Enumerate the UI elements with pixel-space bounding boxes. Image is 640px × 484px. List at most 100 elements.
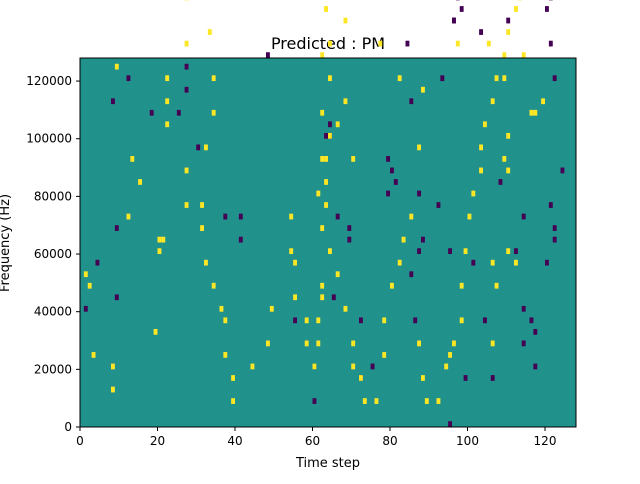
heatmap-cell-low <box>185 87 189 93</box>
heatmap-cell-low <box>371 364 375 370</box>
heatmap-cell-high <box>324 6 328 12</box>
heatmap-cell-high <box>530 110 534 116</box>
heatmap-cell-low <box>336 214 340 220</box>
heatmap-cell-high <box>313 364 317 370</box>
heatmap-cell-high <box>421 87 425 93</box>
heatmap-cell-high <box>382 317 386 323</box>
heatmap-cell-high <box>514 260 518 266</box>
heatmap-background <box>80 58 576 427</box>
heatmap-cell-low <box>464 375 468 381</box>
heatmap-cell-high <box>491 260 495 266</box>
heatmap-cell-high <box>185 41 189 47</box>
heatmap-cell-high <box>479 168 483 174</box>
heatmap-cell-high <box>328 248 332 254</box>
heatmap-cell-high <box>293 260 297 266</box>
heatmap-cell-high <box>448 352 452 358</box>
heatmap-cell-high <box>320 156 324 162</box>
heatmap-cell-high <box>506 248 510 254</box>
y-axis-label: Frequency (Hz) <box>0 194 13 292</box>
heatmap-cell-high <box>421 375 425 381</box>
heatmap-cell-low <box>239 237 243 243</box>
heatmap-cell-low <box>266 52 270 58</box>
x-tick-label: 100 <box>456 434 479 448</box>
heatmap-cell-high <box>138 179 142 185</box>
heatmap-cell-high <box>336 121 340 127</box>
heatmap-cell-high <box>522 52 526 58</box>
heatmap-cell-low <box>196 144 200 150</box>
heatmap-cell-high <box>336 271 340 277</box>
heatmap-cell-low <box>406 41 410 47</box>
heatmap-cell-low <box>545 6 549 12</box>
x-axis-label: Time step <box>295 456 360 471</box>
heatmap-cell-low <box>390 168 394 174</box>
heatmap-cell-high <box>328 133 332 139</box>
heatmap-cell-high <box>409 214 413 220</box>
heatmap-cell-high <box>344 98 348 104</box>
heatmap-cell-high <box>444 364 448 370</box>
heatmap-cell-high <box>483 121 487 127</box>
heatmap-cell-high <box>127 214 131 220</box>
heatmap-cell-high <box>460 283 464 289</box>
heatmap-cell-high <box>359 375 363 381</box>
heatmap-cell-low <box>533 364 537 370</box>
heatmap-cell-low <box>394 179 398 185</box>
heatmap-cell-low <box>313 398 317 404</box>
heatmap-cell-low <box>421 237 425 243</box>
heatmap-cell-high <box>84 271 88 277</box>
heatmap-cell-high <box>378 41 382 47</box>
heatmap-cell-high <box>328 75 332 81</box>
heatmap-cell-high <box>456 41 460 47</box>
heatmap-cell-high <box>351 156 355 162</box>
heatmap-cell-high <box>344 18 348 24</box>
heatmap-cell-high <box>495 283 499 289</box>
heatmap-cell-high <box>390 283 394 289</box>
heatmap-cell-high <box>324 156 328 162</box>
heatmap-cell-high <box>212 110 216 116</box>
heatmap-cell-low <box>499 179 503 185</box>
heatmap-cell-low <box>553 237 557 243</box>
heatmap-cell-high <box>464 248 468 254</box>
y-tick-label: 60000 <box>34 247 72 261</box>
heatmap-cell-low <box>514 248 518 254</box>
heatmap-cell-high <box>111 364 115 370</box>
heatmap-cell-low <box>522 341 526 347</box>
heatmap-cell-low <box>127 75 131 81</box>
heatmap-cell-high <box>158 248 162 254</box>
heatmap-cell-low <box>347 225 351 231</box>
heatmap-cell-high <box>165 98 169 104</box>
heatmap-cell-high <box>212 283 216 289</box>
heatmap-cell-high <box>204 144 208 150</box>
heatmap-cell-low <box>115 294 119 300</box>
heatmap-cell-high <box>460 317 464 323</box>
heatmap-cell-high <box>417 341 421 347</box>
heatmap-cell-low <box>553 75 557 81</box>
heatmap-cell-high <box>320 294 324 300</box>
heatmap-cell-high <box>316 317 320 323</box>
heatmap-cell-low <box>479 29 483 35</box>
heatmap-cell-low <box>84 306 88 312</box>
heatmap-cell-high <box>185 168 189 174</box>
heatmap-cell-high <box>502 156 506 162</box>
heatmap-cell-low <box>185 64 189 70</box>
heatmap-cell-high <box>491 341 495 347</box>
heatmap-cell-high <box>293 294 297 300</box>
heatmap-cell-low <box>545 260 549 266</box>
heatmap-cell-high <box>495 75 499 81</box>
heatmap-cell-high <box>305 317 309 323</box>
heatmap-cell-high <box>231 398 235 404</box>
heatmap-cell-high <box>165 75 169 81</box>
heatmap-cell-high <box>316 191 320 197</box>
heatmap-cell-high <box>324 202 328 208</box>
heatmap-cell-high <box>220 306 224 312</box>
x-tick-label: 120 <box>534 434 557 448</box>
heatmap-cell-high <box>344 306 348 312</box>
heatmap-cell-low <box>347 237 351 243</box>
heatmap-cell-high <box>158 237 162 243</box>
heatmap-cell-low <box>448 248 452 254</box>
heatmap-cell-high <box>514 6 518 12</box>
heatmap-cell-high <box>320 225 324 231</box>
heatmap-cell-high <box>502 52 506 58</box>
heatmap-cell-low <box>533 329 537 335</box>
heatmap-cell-high <box>452 341 456 347</box>
